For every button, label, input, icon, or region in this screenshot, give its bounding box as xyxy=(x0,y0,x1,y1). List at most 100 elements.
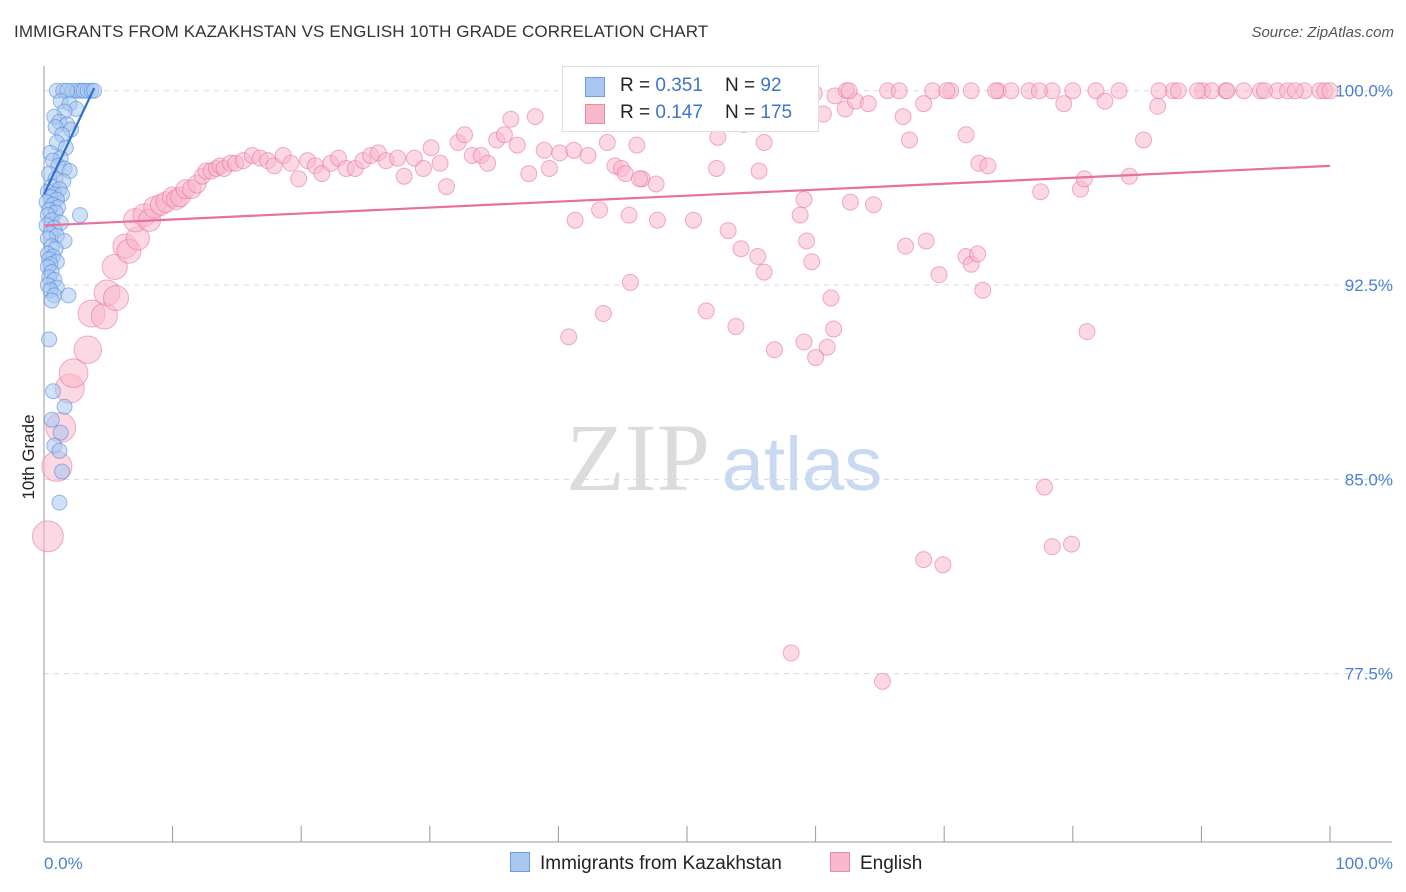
legend-n-label: N = xyxy=(725,102,761,123)
english-point xyxy=(765,341,783,359)
english-point xyxy=(630,170,648,188)
english-point xyxy=(859,95,877,113)
english-point xyxy=(1078,323,1096,341)
english-point xyxy=(31,520,64,553)
chart-title: IMMIGRANTS FROM KAZAKHSTAN VS ENGLISH 10… xyxy=(14,22,709,41)
english-point xyxy=(1189,82,1207,100)
english-point xyxy=(915,551,933,569)
english-point xyxy=(1321,82,1339,100)
y-axis-label: 10th Grade xyxy=(19,414,38,499)
english-point xyxy=(648,211,666,229)
kazakhstan-point xyxy=(52,424,69,441)
english-point xyxy=(508,136,526,154)
english-point xyxy=(987,82,1005,100)
english-point xyxy=(1235,82,1253,100)
english-point xyxy=(974,281,992,299)
kazakhstan-point xyxy=(54,463,71,480)
kazakhstan-point xyxy=(43,292,60,309)
english-point xyxy=(708,159,726,177)
legend-n-value: 92 xyxy=(760,75,782,96)
english-point xyxy=(616,165,634,183)
english-point xyxy=(282,154,300,172)
axes xyxy=(43,66,1392,843)
english-point xyxy=(840,82,858,100)
english-point xyxy=(1096,92,1114,110)
y-tick-label: 92.5% xyxy=(1345,276,1393,295)
kazakhstan-series xyxy=(38,82,103,511)
watermark-zip: ZIP xyxy=(566,404,710,511)
english-point xyxy=(979,157,997,175)
legend-r-label: R = xyxy=(620,75,656,96)
english-point xyxy=(957,126,975,144)
english-point xyxy=(579,146,597,164)
english-point xyxy=(431,154,449,172)
english-point xyxy=(560,328,578,346)
english-point xyxy=(438,178,456,196)
kazakhstan-point xyxy=(51,442,68,459)
legend-r-value: 0.351 xyxy=(655,75,703,96)
english-point xyxy=(873,672,891,690)
trend-line-kazakhstan xyxy=(43,87,96,195)
english-point xyxy=(969,245,987,263)
tick-labels: 77.5% 85.0% 92.5% 100.0% 0.0% 100.0% xyxy=(44,82,1393,873)
english-point xyxy=(1075,170,1093,188)
english-point xyxy=(749,248,767,266)
english-point xyxy=(782,644,800,662)
english-point xyxy=(1169,82,1187,100)
english-point xyxy=(890,82,908,100)
english-point xyxy=(864,196,882,214)
english-point xyxy=(479,154,497,172)
english-point xyxy=(1218,82,1236,100)
chart-source: Source: ZipAtlas.com xyxy=(1251,24,1394,41)
english-point xyxy=(594,305,612,323)
legend-swatch-english xyxy=(830,852,850,872)
series-legend: Immigrants from Kazakhstan English xyxy=(0,852,1406,878)
stats-legend: R = 0.351 N = 92 R = 0.147 N = 175 xyxy=(562,66,819,132)
legend-label-kazakhstan: Immigrants from Kazakhstan xyxy=(540,853,782,874)
english-point xyxy=(628,136,646,154)
english-point xyxy=(934,556,952,574)
kazakhstan-point xyxy=(41,331,58,348)
x-tick-label-max: 100.0% xyxy=(1335,854,1393,873)
watermark-atlas: atlas xyxy=(722,422,883,507)
english-point xyxy=(825,320,843,338)
english-point xyxy=(1149,97,1167,115)
kazakhstan-point xyxy=(56,398,73,415)
legend-item-kazakhstan: Immigrants from Kazakhstan xyxy=(510,852,782,875)
english-point xyxy=(798,232,816,250)
english-point xyxy=(73,335,102,365)
trend-lines xyxy=(43,87,1331,227)
english-point xyxy=(1032,183,1050,201)
english-point xyxy=(818,338,836,356)
english-point xyxy=(822,289,840,307)
english-point xyxy=(684,211,702,229)
kazakhstan-point xyxy=(86,82,103,99)
english-point xyxy=(1063,535,1081,553)
english-point xyxy=(1064,82,1082,100)
y-tick-label: 77.5% xyxy=(1345,665,1393,684)
trend-line-english xyxy=(43,164,1331,227)
english-point xyxy=(697,302,715,320)
english-point xyxy=(540,159,558,177)
english-point xyxy=(551,144,569,162)
legend-label-english: English xyxy=(860,853,923,874)
english-point xyxy=(598,134,616,152)
english-point xyxy=(526,108,544,126)
english-point xyxy=(58,358,89,388)
english-point xyxy=(1255,82,1273,100)
english-point xyxy=(930,266,948,284)
english-point xyxy=(647,175,665,193)
english-point xyxy=(290,170,308,188)
y-tick-label: 100.0% xyxy=(1335,82,1393,101)
legend-r-value: 0.147 xyxy=(655,102,703,123)
english-point xyxy=(1043,538,1061,556)
english-point xyxy=(900,131,918,149)
kazakhstan-point xyxy=(43,411,60,428)
legend-n-label: N = xyxy=(725,75,761,96)
english-point xyxy=(535,141,553,159)
english-point xyxy=(502,110,520,128)
english-point xyxy=(924,82,942,100)
legend-swatch-kazakhstan xyxy=(585,77,605,97)
english-point xyxy=(1203,82,1221,100)
